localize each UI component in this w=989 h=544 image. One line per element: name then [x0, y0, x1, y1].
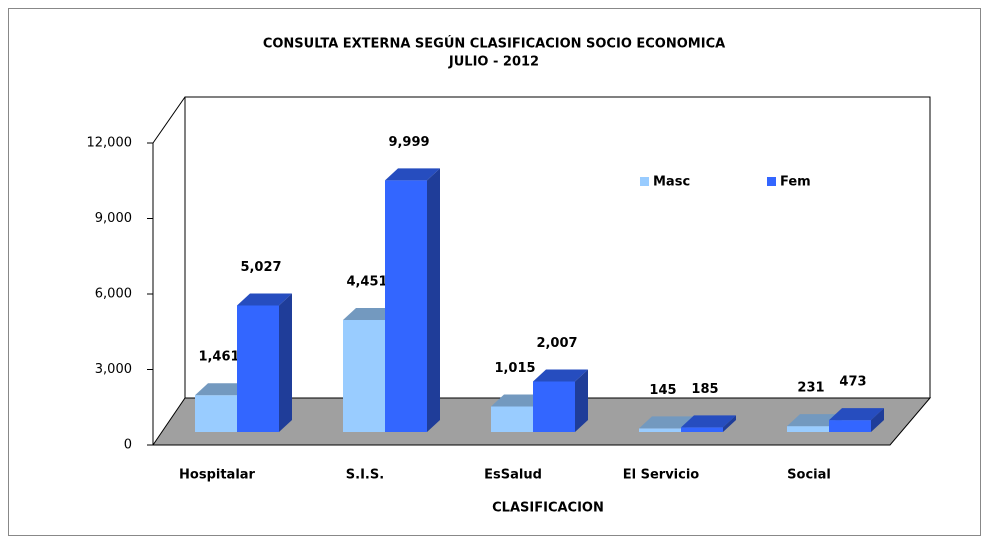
data-label: 185	[691, 382, 718, 397]
x-tick-label: El Servicio	[623, 468, 700, 483]
bar-side	[279, 293, 292, 432]
bar-top	[195, 383, 250, 396]
data-label: 5,027	[240, 260, 281, 275]
y-tick-label: 6,000	[95, 287, 132, 302]
bar-front	[237, 305, 279, 432]
bar-front	[639, 428, 681, 432]
bar-top	[491, 394, 546, 407]
bar-side	[427, 168, 440, 432]
chart-title: CONSULTA EXTERNA SEGÚN CLASIFICACION SOC…	[263, 36, 725, 52]
back-wall	[152, 96, 931, 398]
data-label: 473	[839, 375, 866, 390]
bar-front	[343, 319, 385, 432]
bar-top	[533, 369, 588, 382]
data-label: 2,007	[536, 336, 577, 351]
data-label: 1,015	[494, 361, 535, 376]
bar-top	[639, 416, 694, 429]
y-tick-label: 12,000	[87, 136, 133, 151]
data-label: 145	[649, 383, 676, 398]
data-label: 9,999	[388, 135, 429, 150]
bar-side	[575, 369, 588, 432]
legend-swatch	[767, 177, 776, 186]
x-tick-label: Hospitalar	[179, 468, 256, 483]
bar-top	[787, 414, 842, 427]
y-tick-label: 3,000	[95, 362, 132, 377]
bar-side	[723, 415, 736, 432]
bar-front	[491, 406, 533, 432]
bar-front	[829, 420, 871, 432]
bar-side	[871, 408, 884, 432]
x-tick-label: S.I.S.	[346, 468, 384, 483]
data-label: 4,451	[346, 274, 387, 289]
data-label: 1,461	[198, 350, 239, 365]
y-tick-label: 9,000	[95, 211, 132, 226]
bar	[385, 168, 440, 432]
legend-swatch	[640, 177, 649, 186]
x-tick-label: Social	[787, 468, 831, 483]
legend-label: Fem	[780, 175, 811, 190]
chart-subtitle: JULIO - 2012	[448, 55, 539, 70]
bar-top	[237, 293, 292, 306]
x-axis-title: CLASIFICACION	[492, 501, 604, 516]
legend-label: Masc	[653, 175, 690, 190]
bar	[533, 369, 588, 432]
bar	[237, 293, 292, 432]
bar-top	[343, 307, 398, 320]
bar-front	[681, 427, 723, 432]
x-tick-label: EsSalud	[484, 468, 542, 483]
bar-front	[385, 180, 427, 432]
bar-top	[681, 415, 736, 428]
data-label: 231	[797, 381, 824, 396]
bar-top	[385, 168, 440, 181]
chart-border	[8, 8, 981, 536]
bar	[829, 408, 884, 432]
bar-top	[829, 408, 884, 421]
bar-front	[195, 395, 237, 432]
bar	[681, 415, 736, 432]
bar-front	[533, 381, 575, 432]
bar-front	[787, 426, 829, 432]
y-tick-label: 0	[124, 438, 132, 453]
